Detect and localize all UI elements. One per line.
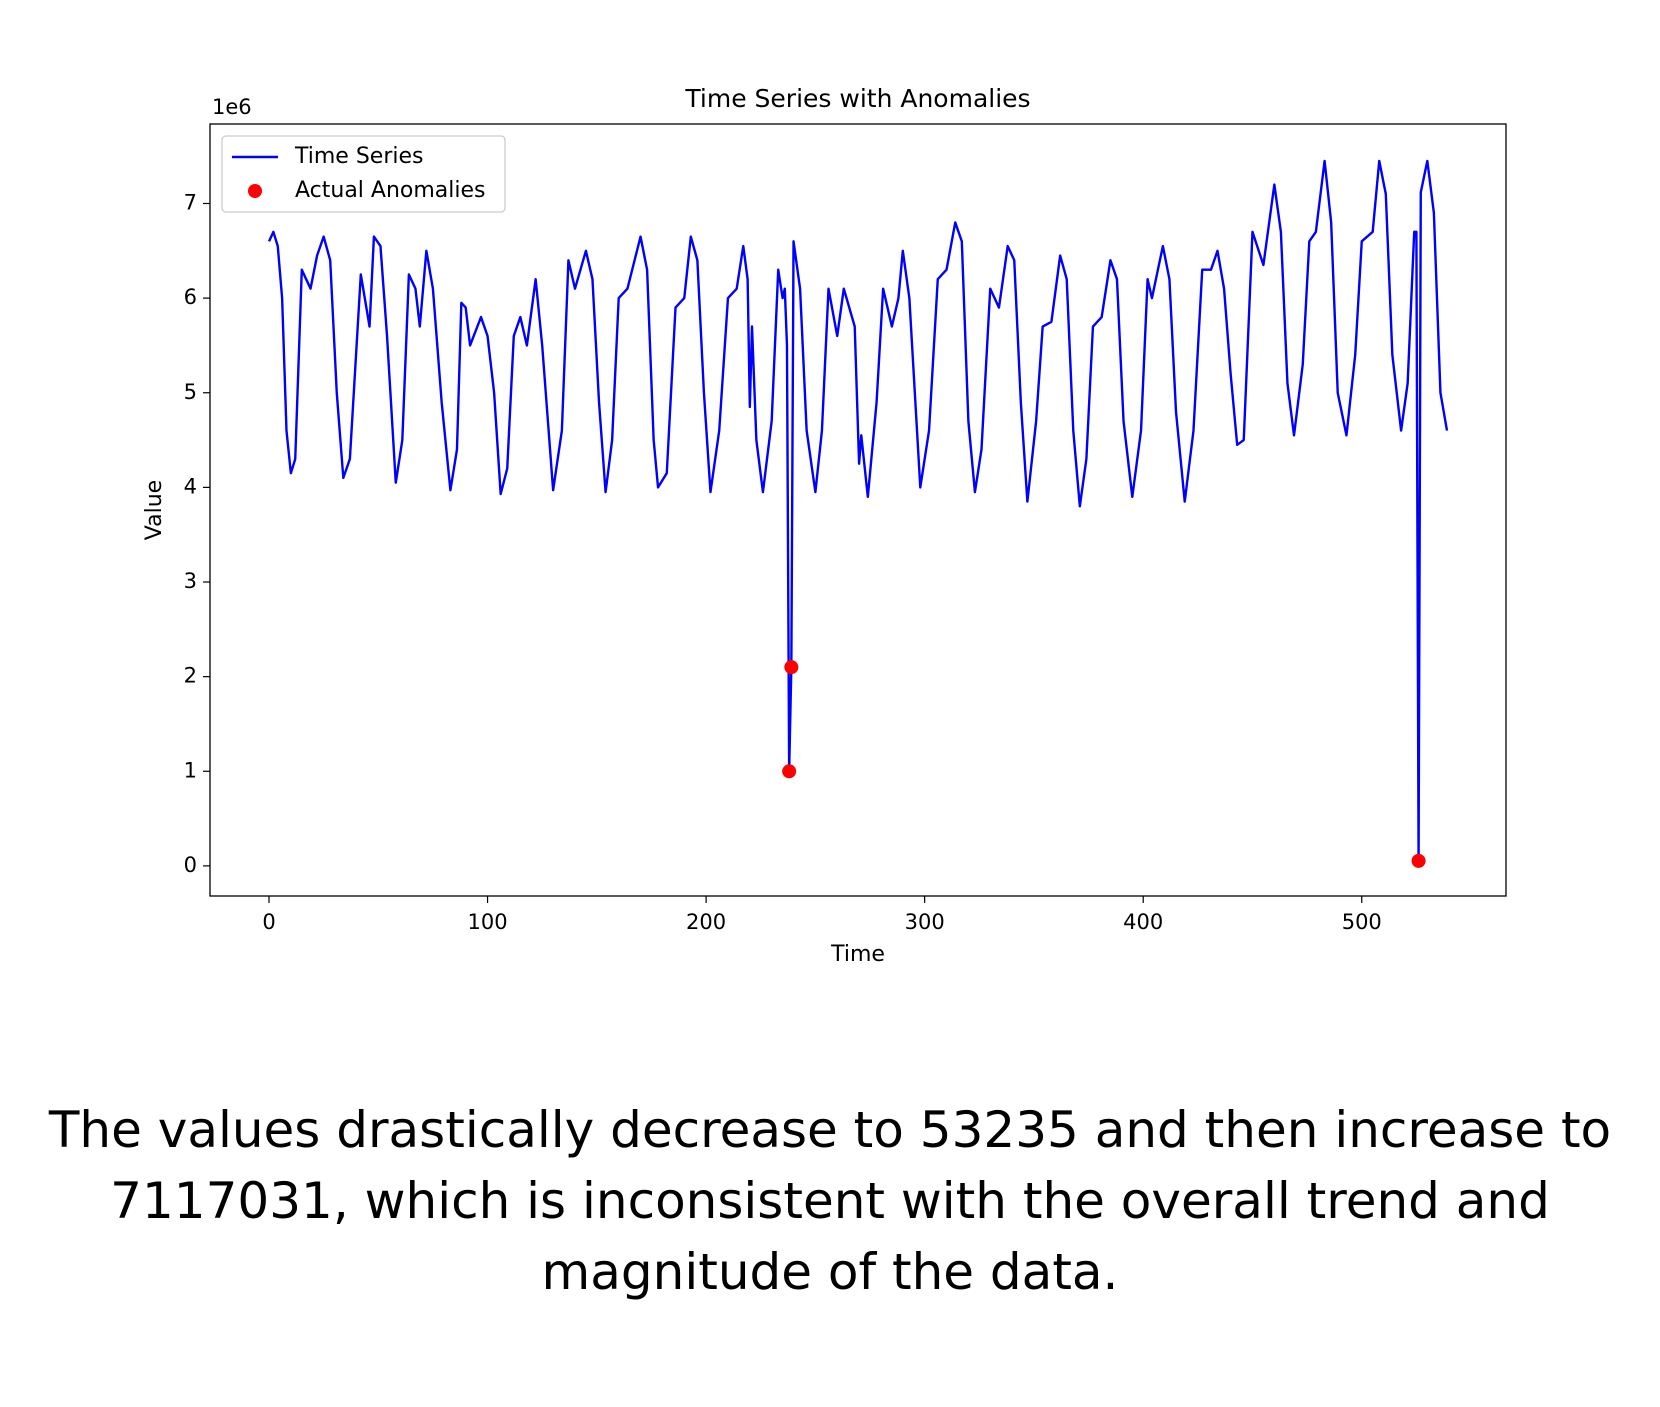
chart-title: Time Series with Anomalies xyxy=(684,84,1030,113)
legend-label: Time Series xyxy=(294,144,424,169)
anomaly-point xyxy=(784,660,799,675)
y-tick-label: 2 xyxy=(184,664,197,688)
y-axis-label: Value xyxy=(142,480,167,540)
y-multiplier: 1e6 xyxy=(212,95,252,119)
y-tick-label: 0 xyxy=(184,853,197,877)
legend-marker xyxy=(248,184,262,198)
chart: Time Series with Anomalies Time Value 1e… xyxy=(142,84,1507,967)
anomaly-point xyxy=(1411,853,1426,868)
series-line xyxy=(267,159,1449,863)
plot-frame xyxy=(209,123,1507,897)
x-axis-label: Time xyxy=(830,942,885,967)
legend-label: Actual Anomalies xyxy=(295,178,486,203)
x-tick-label: 100 xyxy=(468,910,508,934)
y-tick-label: 5 xyxy=(184,380,197,404)
anomaly-point xyxy=(782,764,797,779)
caption: The values drastically decrease to 53235… xyxy=(48,1101,1612,1301)
y-tick-label: 4 xyxy=(184,474,197,498)
y-tick-label: 1 xyxy=(184,758,197,782)
x-tick-label: 400 xyxy=(1123,910,1163,934)
x-tick-label: 200 xyxy=(686,910,726,934)
x-tick-label: 300 xyxy=(905,910,945,934)
y-tick-label: 7 xyxy=(184,190,197,214)
x-tick-label: 0 xyxy=(262,910,275,934)
legend-box xyxy=(221,135,506,213)
y-tick-label: 3 xyxy=(184,569,197,593)
x-tick-label: 500 xyxy=(1342,910,1382,934)
y-tick-label: 6 xyxy=(184,285,197,309)
